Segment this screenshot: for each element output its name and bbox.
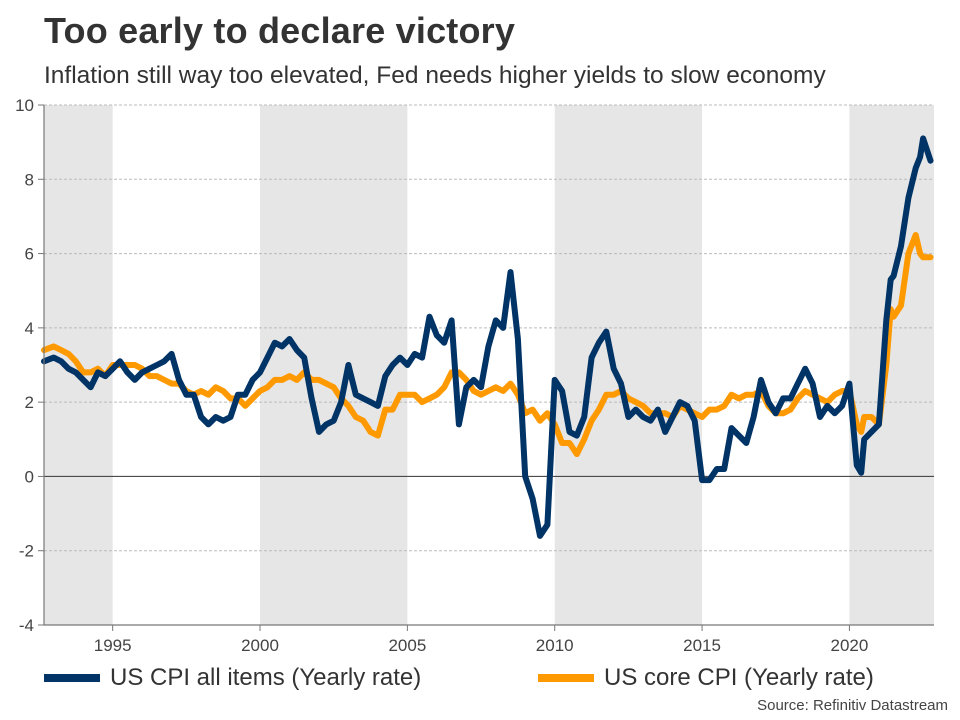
legend-swatch-cpi: [44, 674, 100, 682]
y-tick-label: 8: [25, 170, 34, 189]
gridlines: [44, 104, 934, 552]
shaded-period: [554, 105, 703, 625]
chart-title: Too early to declare victory: [44, 10, 516, 51]
cpi-line: [41, 135, 934, 539]
legend-item-cpi: US CPI all items (Yearly rate): [44, 664, 421, 692]
shaded-period: [849, 105, 934, 625]
x-tick-label: 2010: [536, 636, 574, 655]
y-tick-label: -2: [19, 542, 34, 561]
y-tick-label: 6: [25, 245, 34, 264]
y-tick-label: 4: [25, 319, 34, 338]
legend-label-core: US core CPI (Yearly rate): [604, 664, 874, 691]
chart-subtitle: Inflation still way too elevated, Fed ne…: [44, 62, 826, 89]
x-axis-ticks: 1995 2000 2005 2010 2015 2020: [94, 625, 869, 655]
shaded-periods: [44, 105, 934, 625]
legend-label-cpi: US CPI all items (Yearly rate): [110, 664, 422, 691]
legend-swatch-core: [538, 674, 594, 682]
legend-item-core: US core CPI (Yearly rate): [538, 664, 874, 692]
x-tick-label: 2005: [388, 636, 426, 655]
x-tick-label: 2020: [831, 636, 869, 655]
shaded-period: [260, 105, 408, 625]
x-tick-label: 1995: [94, 636, 132, 655]
y-tick-label: 0: [25, 467, 34, 486]
x-tick-label: 2000: [241, 636, 279, 655]
x-tick-label: 2015: [683, 636, 721, 655]
source-note: Source: Refinitiv Datastream: [757, 697, 948, 714]
line-chart: -4 -2 0 2 4 6 8 10 1995 2000 2005 2010 2015 2020: [15, 96, 934, 655]
y-tick-label: -4: [19, 616, 34, 635]
y-tick-label: 2: [25, 393, 34, 412]
core-cpi-line: [41, 232, 934, 458]
axes: [43, 105, 934, 626]
y-tick-label: 10: [15, 96, 34, 115]
y-axis-ticks: -4 -2 0 2 4 6 8 10: [15, 96, 44, 635]
series-lines: [41, 135, 934, 539]
